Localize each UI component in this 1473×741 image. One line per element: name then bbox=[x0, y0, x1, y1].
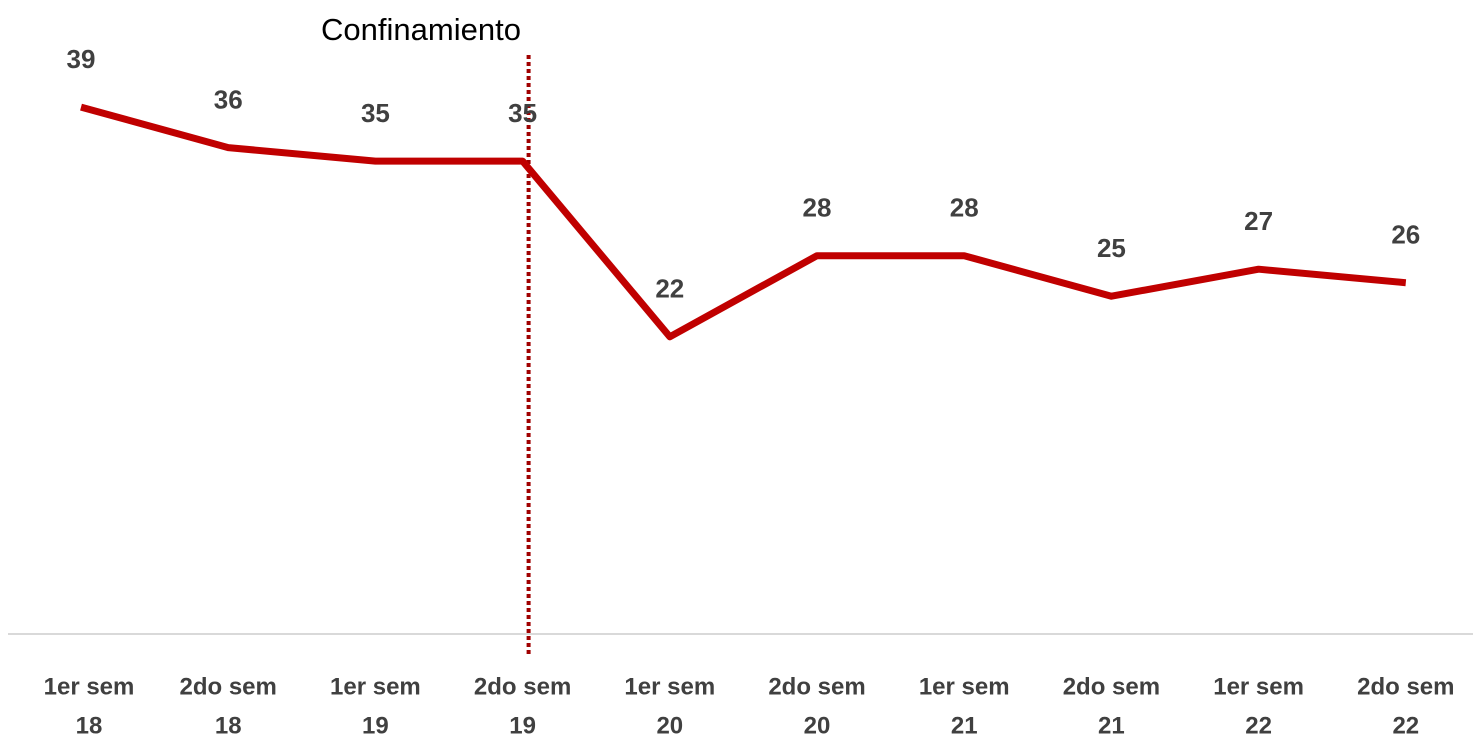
data-label: 35 bbox=[361, 98, 390, 128]
line bbox=[80, 103, 1407, 341]
x-tick-label: 21 bbox=[1098, 712, 1125, 739]
x-tick-label: 1er sem bbox=[330, 673, 421, 700]
x-tick-label: 2do sem bbox=[180, 673, 277, 700]
x-tick-label: 1er sem bbox=[44, 673, 135, 700]
x-tick-label: 2do sem bbox=[1357, 673, 1454, 700]
x-tick-label: 21 bbox=[951, 712, 978, 739]
x-tick-label: 18 bbox=[76, 712, 103, 739]
x-tick-label: 1er sem bbox=[624, 673, 715, 700]
data-label: 26 bbox=[1391, 220, 1420, 250]
x-tick-label: 1er sem bbox=[1213, 673, 1304, 700]
data-label: 35 bbox=[508, 98, 537, 128]
x-tick-label: 22 bbox=[1245, 712, 1272, 739]
x-tick-label: 22 bbox=[1392, 712, 1419, 739]
data-label: 22 bbox=[655, 274, 684, 304]
annotation: Confinamiento bbox=[321, 12, 521, 47]
x-tick-label: 2do sem bbox=[768, 673, 865, 700]
x-tick-label: 1er sem bbox=[919, 673, 1010, 700]
data-label: 28 bbox=[950, 193, 979, 223]
data-label: 36 bbox=[214, 84, 243, 114]
x-tick-label: 20 bbox=[656, 712, 683, 739]
x-tick-label: 18 bbox=[215, 712, 242, 739]
x-tick-label: 20 bbox=[804, 712, 831, 739]
data-label: 27 bbox=[1244, 206, 1273, 236]
x-tick-label: 2do sem bbox=[474, 673, 571, 700]
data-label: 25 bbox=[1097, 233, 1126, 263]
x-tick-label: 19 bbox=[509, 712, 536, 739]
x-tick-label: 19 bbox=[362, 712, 389, 739]
data-label: 39 bbox=[67, 44, 96, 74]
x-tick-label: 2do sem bbox=[1063, 673, 1160, 700]
data-label: 28 bbox=[803, 193, 832, 223]
